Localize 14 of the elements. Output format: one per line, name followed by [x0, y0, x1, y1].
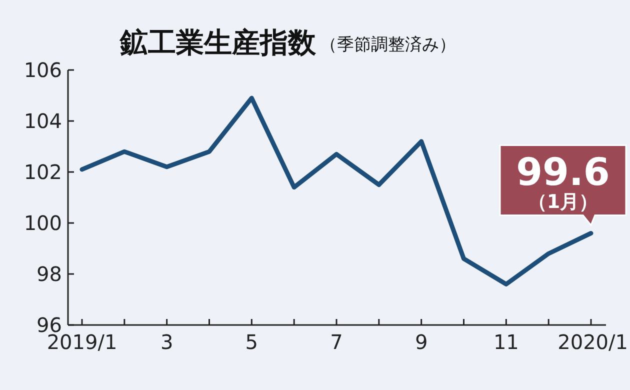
- chart-subtitle: （季節調整済み）: [320, 35, 456, 55]
- y-tick-label: 106: [24, 58, 62, 82]
- y-tick-label: 100: [24, 211, 62, 235]
- x-tick-label: 3: [160, 330, 174, 354]
- annotation: 99.6 （1月）: [516, 150, 610, 214]
- x-tick-label: 7: [330, 330, 343, 354]
- y-tick-label: 104: [24, 109, 62, 133]
- y-tick-label: 102: [24, 160, 62, 184]
- x-tick-label: 2020/1: [558, 330, 628, 354]
- x-tick-label: 11: [493, 330, 519, 354]
- x-tick-label: 5: [245, 330, 258, 354]
- x-tick-label: 9: [414, 330, 428, 354]
- y-tick-label: 98: [36, 262, 62, 286]
- chart-title: 鉱工業生産指数: [119, 26, 317, 59]
